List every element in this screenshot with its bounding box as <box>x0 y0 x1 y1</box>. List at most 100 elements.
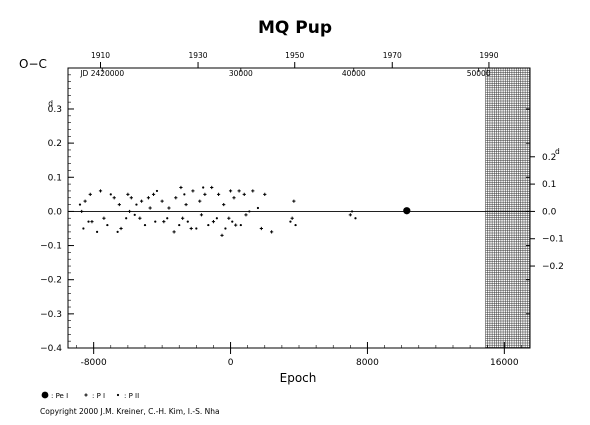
data-point-primary-visual <box>179 185 183 190</box>
data-point-secondary-visual <box>202 186 205 189</box>
hatched-region <box>485 67 530 348</box>
legend-label: : P II <box>124 392 139 400</box>
chart-title: MQ Pup <box>258 18 332 38</box>
year-tick-label: 1950 <box>285 51 304 60</box>
data-point-secondary-visual <box>135 203 138 206</box>
y-axis-label: O−C <box>19 57 47 71</box>
data-point-secondary-visual <box>125 217 128 220</box>
data-point-primary-visual <box>348 213 352 217</box>
data-point-primary-visual <box>119 226 123 231</box>
y-tick-label: −0.3 <box>40 310 62 320</box>
data-point-primary-visual <box>138 216 142 220</box>
data-point-secondary-visual <box>354 217 357 220</box>
y-tick-label: −0.1 <box>40 242 62 252</box>
data-point-secondary-visual <box>166 217 169 220</box>
copyright-text: Copyright 2000 J.M. Kreiner, C.-H. Kim, … <box>40 407 220 416</box>
series-p-ii <box>78 186 357 234</box>
year-tick-label: 1990 <box>479 51 498 60</box>
data-point-primary-visual <box>102 216 106 220</box>
data-point-secondary-visual <box>294 223 297 227</box>
data-point-secondary-visual <box>239 223 242 227</box>
data-point-secondary-visual <box>82 227 85 230</box>
data-point-primary-visual <box>117 202 121 207</box>
right-tick-label: 0.1 <box>542 180 556 190</box>
x-axis-label: Epoch <box>280 371 317 385</box>
data-point-primary-visual <box>237 189 241 193</box>
data-point-primary-visual <box>172 230 176 234</box>
data-point-secondary-visual <box>87 220 90 223</box>
data-point-secondary-visual <box>143 223 147 227</box>
x-tick-label: 0 <box>228 358 234 368</box>
right-tick-label: 0.0 <box>542 207 557 217</box>
legend-label: : Pe I <box>51 392 68 400</box>
data-point-secondary-visual <box>95 230 99 234</box>
data-point-secondary-visual <box>116 230 119 234</box>
y-tick-label: 0.0 <box>48 207 63 217</box>
data-point-primary-visual <box>198 199 202 203</box>
series-p-i <box>80 185 352 237</box>
y-tick-label: 0.2 <box>48 139 62 149</box>
data-point-primary-visual <box>160 199 164 203</box>
y-tick-label: −0.4 <box>40 344 62 354</box>
data-point-secondary-visual <box>178 223 181 227</box>
jd-label: 50000 <box>467 69 491 78</box>
data-point-secondary-visual <box>248 210 251 213</box>
data-point-primary-visual <box>174 196 178 200</box>
data-point-secondary-visual <box>183 193 186 196</box>
data-point-primary-visual <box>222 202 226 207</box>
data-point-primary-visual <box>234 223 238 227</box>
data-point-secondary-visual <box>78 203 82 206</box>
data-point-secondary-visual <box>289 220 292 223</box>
data-point-primary-visual <box>146 196 151 200</box>
data-point-primary-visual <box>292 199 296 203</box>
data-point-primary-visual <box>290 216 294 220</box>
data-point-primary-visual <box>139 199 144 203</box>
data-point-primary-visual <box>227 216 231 220</box>
plot-area: −0.4−0.3−0.2−0.10.00.10.20.3d−0.2−0.10.0… <box>40 51 564 400</box>
data-point-primary-visual <box>220 233 224 237</box>
right-unit-superscript: d <box>555 147 560 156</box>
data-point-secondary-visual <box>231 220 234 223</box>
data-point-primary-visual <box>263 192 267 196</box>
data-point-primary-photoelectric <box>403 207 411 215</box>
y-unit-superscript: d <box>48 99 53 108</box>
jd-label: 40000 <box>342 69 366 78</box>
data-point-secondary-visual <box>215 217 218 220</box>
data-point-primary-visual <box>184 202 188 207</box>
data-point-primary-visual <box>216 192 221 196</box>
data-point-primary-visual <box>128 209 132 214</box>
x-tick-label: 16000 <box>490 358 519 368</box>
data-point-primary-visual <box>83 199 87 203</box>
data-point-primary-visual <box>199 213 204 217</box>
data-point-primary-visual <box>167 206 171 210</box>
data-point-primary-visual <box>232 196 236 200</box>
right-tick-label: −0.1 <box>542 235 564 245</box>
data-point-primary-visual <box>181 216 185 220</box>
y-tick-label: −0.2 <box>40 276 62 286</box>
data-point-primary-visual <box>242 192 246 196</box>
right-tick-label: −0.2 <box>542 262 564 272</box>
data-point-primary-visual <box>90 220 94 224</box>
year-tick-label: 1970 <box>383 51 402 60</box>
year-tick-label: 1930 <box>188 51 207 60</box>
data-point-secondary-visual <box>224 227 227 230</box>
data-point-primary-visual <box>129 196 133 200</box>
data-point-primary-visual <box>210 185 214 190</box>
data-point-primary-visual <box>162 220 166 224</box>
data-point-secondary-visual <box>256 206 260 210</box>
data-point-primary-visual <box>211 220 216 224</box>
data-point-primary-visual <box>148 206 152 210</box>
legend-marker-p-i <box>84 393 88 397</box>
data-point-primary-visual <box>203 192 207 196</box>
data-point-primary-visual <box>88 192 92 196</box>
data-point-primary-visual <box>151 192 156 196</box>
data-point-primary-visual <box>228 189 233 193</box>
data-point-secondary-visual <box>207 223 210 227</box>
x-tick-label: -8000 <box>81 358 107 368</box>
data-point-secondary-visual <box>133 213 136 216</box>
plot-frame <box>67 67 531 349</box>
data-point-primary-visual <box>244 213 248 217</box>
data-point-primary-visual <box>98 189 103 193</box>
data-point-primary-visual <box>251 189 255 193</box>
